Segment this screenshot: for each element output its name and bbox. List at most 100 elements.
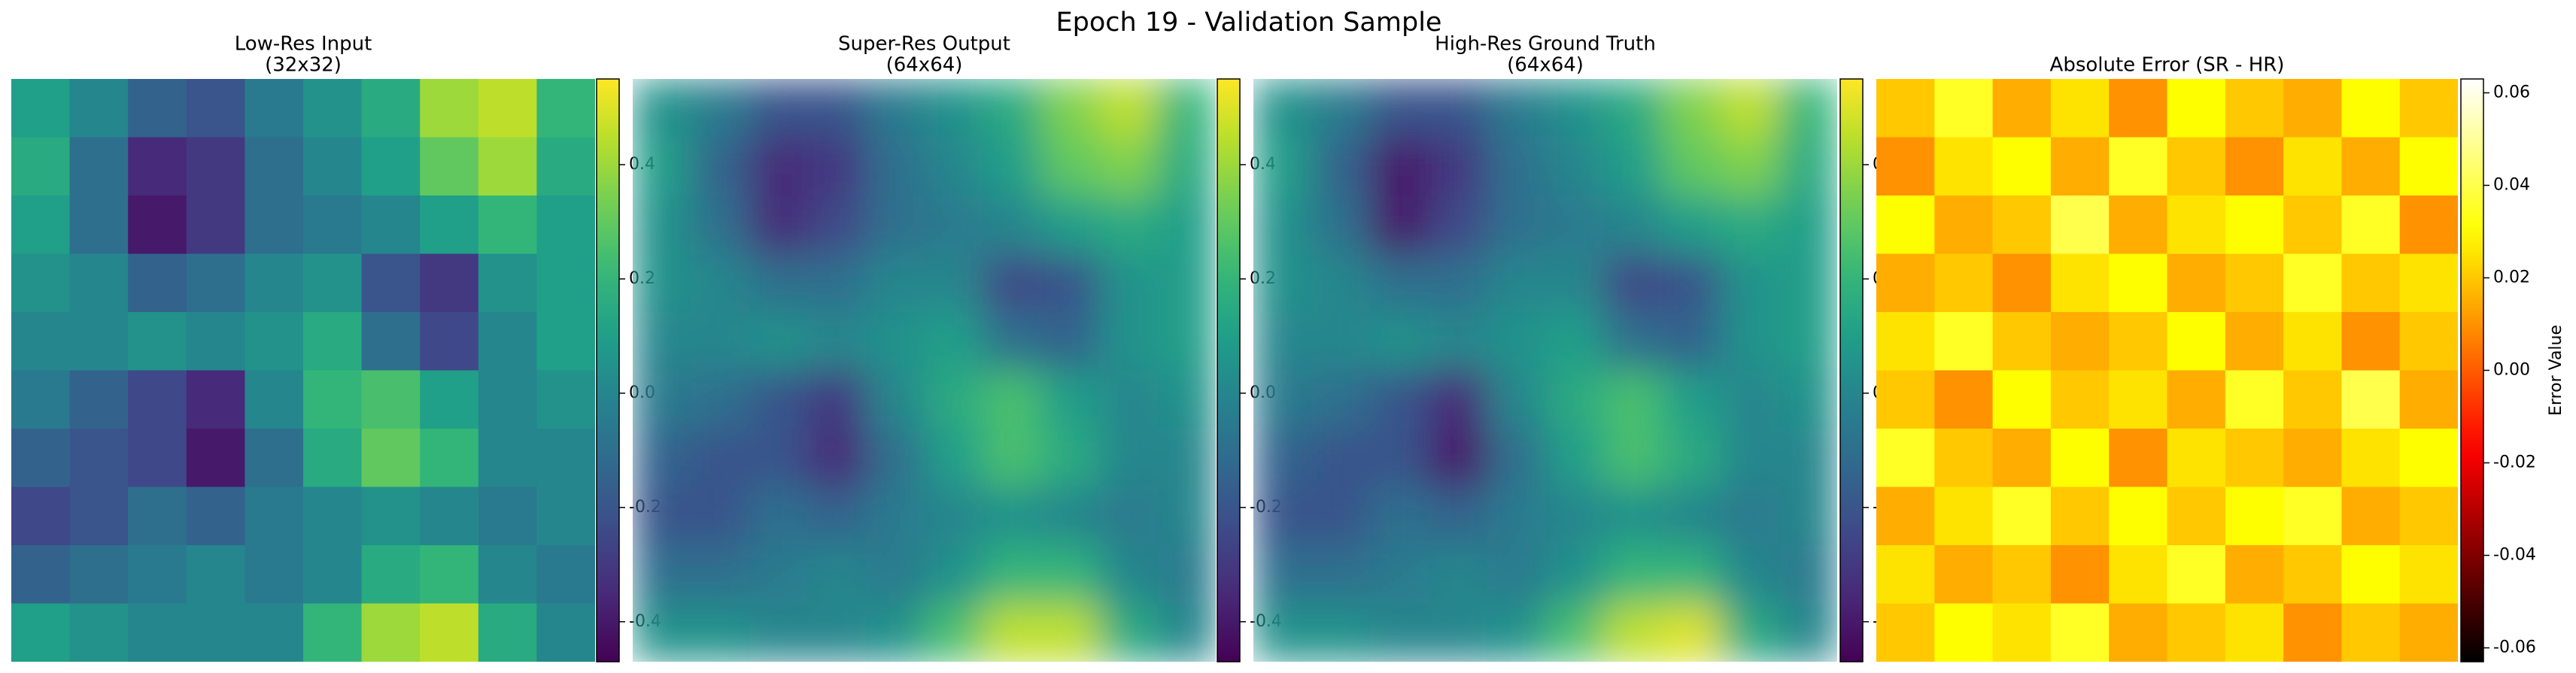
heatmap-cell bbox=[1253, 370, 1313, 429]
heatmap-cell bbox=[1603, 312, 1663, 371]
heatmap-cell bbox=[2341, 545, 2401, 605]
heatmap-cell bbox=[807, 487, 867, 546]
colorbar-tick-label: -0.06 bbox=[2493, 638, 2536, 657]
heatmap-cell bbox=[1040, 429, 1100, 488]
heatmap-cell bbox=[1934, 487, 1994, 546]
heatmap-cell bbox=[1099, 196, 1159, 255]
heatmap-cell bbox=[536, 312, 595, 371]
heatmap-cell bbox=[2109, 137, 2168, 196]
heatmap-cell bbox=[1099, 603, 1159, 662]
heatmap-cell bbox=[186, 312, 245, 371]
heatmap-cell bbox=[1370, 137, 1429, 196]
heatmap-cell bbox=[633, 603, 692, 662]
panel-subtitle: (64x64) bbox=[886, 54, 963, 77]
heatmap-cell bbox=[691, 429, 750, 488]
heatmap-cell bbox=[1253, 487, 1313, 546]
heatmap-cell bbox=[69, 137, 129, 196]
heatmap-cell bbox=[1253, 137, 1313, 196]
heatmap-cell bbox=[186, 603, 245, 662]
heatmap-cell bbox=[1934, 603, 1994, 662]
heatmap-cell bbox=[1311, 429, 1371, 488]
heatmap-cell bbox=[2167, 196, 2226, 255]
heatmap-cell bbox=[1720, 370, 1779, 429]
heatmap-cell bbox=[11, 196, 71, 255]
heatmap-cell bbox=[633, 253, 692, 313]
heatmap-cell bbox=[2109, 487, 2168, 546]
heatmap-cell bbox=[1992, 253, 2052, 313]
heatmap-cell bbox=[2341, 137, 2401, 196]
heatmap-cell bbox=[1662, 370, 1721, 429]
heatmap-cell bbox=[1876, 429, 1935, 488]
heatmap-cell bbox=[1992, 487, 2052, 546]
heatmap-cell bbox=[1487, 253, 1546, 313]
heatmap-cell bbox=[2399, 603, 2458, 662]
heatmap-cell bbox=[807, 545, 867, 605]
heatmap-cell bbox=[1992, 545, 2052, 605]
heatmap-cell bbox=[420, 79, 479, 138]
heatmap-cell bbox=[11, 253, 71, 313]
heatmap-cell bbox=[1720, 253, 1779, 313]
heatmap-cell bbox=[1992, 603, 2052, 662]
heatmap-cell bbox=[1545, 196, 1605, 255]
heatmap-cell bbox=[983, 603, 1042, 662]
heatmap-cell bbox=[1253, 603, 1313, 662]
heatmap-cell bbox=[1545, 429, 1605, 488]
heatmap-cell bbox=[1720, 137, 1779, 196]
heatmap-cell bbox=[2283, 545, 2342, 605]
figure-title: Epoch 19 - Validation Sample bbox=[1056, 8, 1442, 38]
heatmap-cell bbox=[11, 137, 71, 196]
heatmap-cell bbox=[303, 370, 363, 429]
heatmap-cell bbox=[1934, 429, 1994, 488]
heatmap-cell bbox=[1311, 312, 1371, 371]
heatmap-cell bbox=[303, 429, 363, 488]
heatmap-cell bbox=[420, 137, 479, 196]
heatmap-cell bbox=[1876, 370, 1935, 429]
heatmap-cell bbox=[1603, 137, 1663, 196]
heatmap-cell bbox=[1779, 429, 1837, 488]
heatmap-cell bbox=[186, 545, 245, 605]
heatmap-cell bbox=[2109, 545, 2168, 605]
heatmap-cell bbox=[2341, 253, 2401, 313]
colorbar-tick-label: 0.06 bbox=[2493, 83, 2530, 102]
colorbar-tick-label: 0.02 bbox=[2493, 268, 2530, 286]
heatmap-cell bbox=[633, 429, 692, 488]
heatmap-cell bbox=[128, 487, 187, 546]
heatmap-cell bbox=[1779, 603, 1837, 662]
heatmap-cells bbox=[11, 79, 595, 662]
heatmap-cell bbox=[983, 545, 1042, 605]
heatmap-cell bbox=[1934, 312, 1994, 371]
heatmap-cell bbox=[1370, 196, 1429, 255]
heatmap-cell bbox=[983, 370, 1042, 429]
heatmap-cell bbox=[1662, 137, 1721, 196]
heatmap-cell bbox=[691, 487, 750, 546]
heatmap-cell bbox=[1779, 312, 1837, 371]
heatmap-cell bbox=[807, 370, 867, 429]
heatmap-cell bbox=[1428, 196, 1487, 255]
heatmap-cell bbox=[420, 370, 479, 429]
heatmap-cell bbox=[1311, 603, 1371, 662]
heatmap-cell bbox=[1876, 545, 1935, 605]
heatmap-cell bbox=[1779, 79, 1837, 138]
heatmap-cell bbox=[866, 253, 925, 313]
heatmap-cell bbox=[2341, 196, 2401, 255]
heatmap-cell bbox=[2341, 370, 2401, 429]
heatmap-cell bbox=[186, 487, 245, 546]
heatmap-cell bbox=[1934, 253, 1994, 313]
heatmap-cell bbox=[1662, 196, 1721, 255]
heatmap-cell bbox=[1370, 429, 1429, 488]
heatmap-cell bbox=[2399, 196, 2458, 255]
heatmap-cells bbox=[633, 79, 1216, 662]
heatmap-cell bbox=[633, 370, 692, 429]
heatmap-cell bbox=[245, 253, 304, 313]
heatmap-cell bbox=[420, 545, 479, 605]
heatmap-cell bbox=[1311, 370, 1371, 429]
colorbar-label: Error Value bbox=[2547, 325, 2565, 416]
heatmap-cell bbox=[128, 196, 187, 255]
panel-title: Absolute Error (SR - HR) bbox=[2050, 54, 2285, 77]
heatmap-cell bbox=[2167, 137, 2226, 196]
heatmap-cell bbox=[2225, 429, 2284, 488]
heatmap-cell bbox=[2225, 370, 2284, 429]
heatmap-cell bbox=[691, 196, 750, 255]
heatmap-cell bbox=[2167, 487, 2226, 546]
heatmap-cell bbox=[2109, 429, 2168, 488]
